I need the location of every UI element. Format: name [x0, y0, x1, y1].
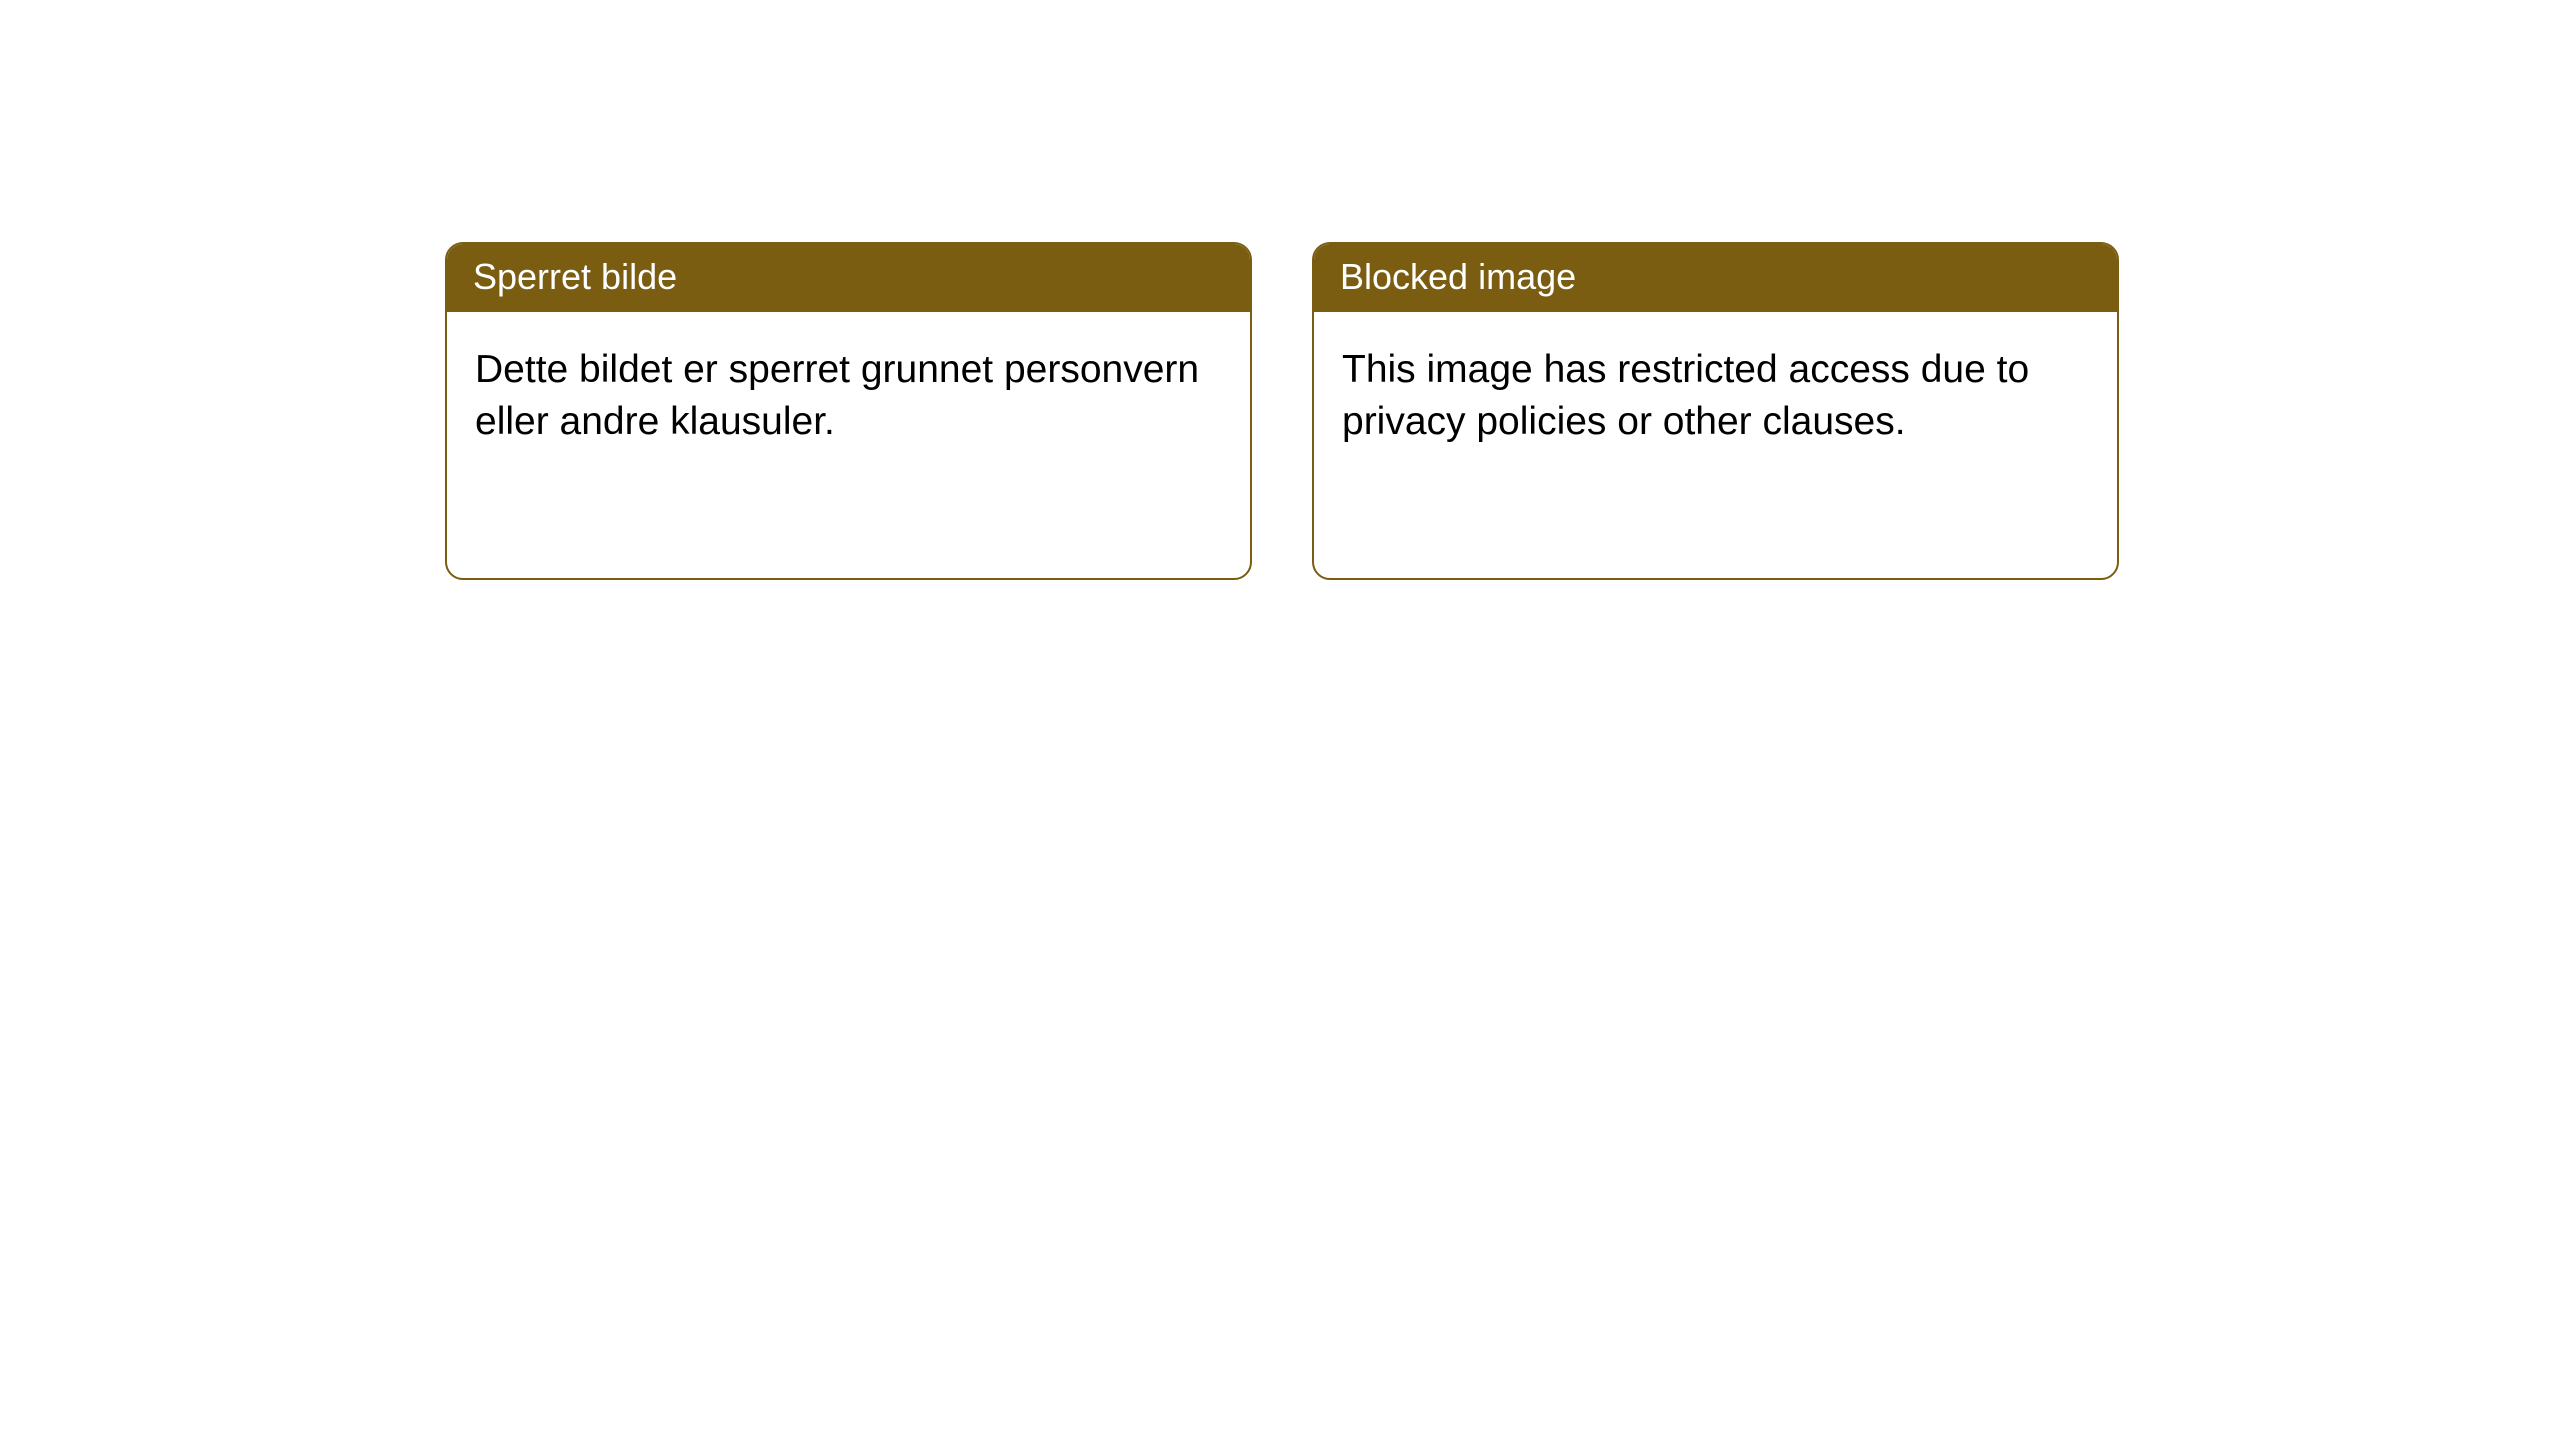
card-title-nb: Sperret bilde [473, 256, 677, 297]
blocked-image-card-nb: Sperret bilde Dette bildet er sperret gr… [445, 242, 1252, 580]
cards-container: Sperret bilde Dette bildet er sperret gr… [0, 0, 2560, 580]
blocked-image-card-en: Blocked image This image has restricted … [1312, 242, 2119, 580]
card-body-en: This image has restricted access due to … [1314, 312, 2117, 477]
card-body-text-en: This image has restricted access due to … [1342, 348, 2029, 443]
card-body-nb: Dette bildet er sperret grunnet personve… [447, 312, 1250, 477]
card-header-en: Blocked image [1314, 244, 2117, 312]
card-header-nb: Sperret bilde [447, 244, 1250, 312]
card-body-text-nb: Dette bildet er sperret grunnet personve… [475, 348, 1199, 443]
card-title-en: Blocked image [1340, 256, 1576, 297]
